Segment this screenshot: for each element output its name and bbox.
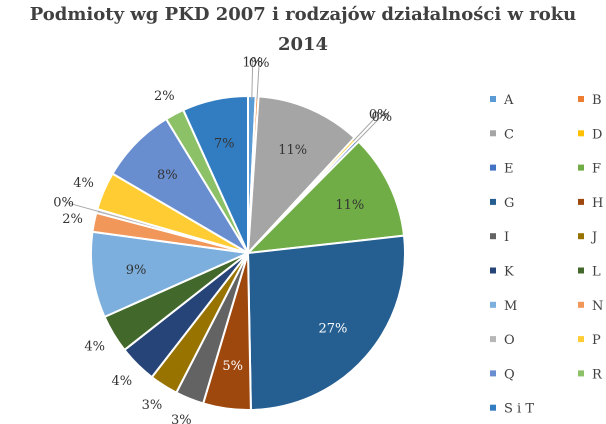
legend-swatch-i xyxy=(490,233,496,240)
leader-line-d xyxy=(353,113,380,142)
slice-label-m: 9% xyxy=(126,263,147,278)
pie-slices xyxy=(90,94,406,411)
legend-item-m: M xyxy=(490,299,517,314)
slice-label-k: 4% xyxy=(111,374,132,389)
legend-item-a: A xyxy=(490,93,514,108)
legend-item-l: L xyxy=(578,265,601,280)
chart-title-line-1: Podmioty wg PKD 2007 i rodzajów działaln… xyxy=(29,4,577,25)
legend-item-p: P xyxy=(578,333,601,348)
legend-item-e: E xyxy=(490,162,514,177)
legend-swatch-p xyxy=(578,336,584,343)
slice-label-q: 8% xyxy=(157,168,178,183)
legend-label-c: C xyxy=(504,127,514,142)
slice-label-e: 0% xyxy=(371,110,392,125)
legend: A B C D E F G H I J K L M N O P Q R S i T xyxy=(490,93,603,417)
legend-item-b: B xyxy=(578,93,602,108)
chart-title: Podmioty wg PKD 2007 i rodzajów działaln… xyxy=(0,0,606,60)
pie-slice-s-i-t xyxy=(181,94,249,254)
legend-label-m: M xyxy=(504,299,517,314)
legend-swatch-g xyxy=(490,198,496,205)
legend-swatch-h xyxy=(578,198,584,205)
legend-item-c: C xyxy=(490,127,514,142)
legend-label-s-i-t: S i T xyxy=(504,402,534,417)
slice-label-a: 1% xyxy=(242,56,263,71)
legend-swatch-q xyxy=(490,370,496,377)
legend-item-h: H xyxy=(578,196,603,211)
leader-line-e xyxy=(355,115,383,144)
chart-title-line-2: 2014 xyxy=(277,34,329,55)
slice-label-g: 27% xyxy=(318,322,347,337)
legend-item-r: R xyxy=(578,367,603,382)
legend-swatch-r xyxy=(578,370,584,377)
slice-label-d: 0% xyxy=(369,108,390,123)
legend-swatch-c xyxy=(490,130,496,137)
legend-item-g: G xyxy=(490,196,514,211)
legend-label-l: L xyxy=(592,265,601,280)
legend-item-q: Q xyxy=(490,367,515,382)
slice-label-c: 11% xyxy=(278,143,307,158)
legend-item-d: D xyxy=(578,127,602,142)
legend-label-o: O xyxy=(504,333,515,348)
leader-line-b xyxy=(256,61,260,100)
slice-labels: 1%0%11%0%0%11%27%5%3%3%4%4%9%2%0%4%8%2%7… xyxy=(53,56,392,424)
legend-swatch-k xyxy=(490,267,496,274)
legend-label-e: E xyxy=(504,162,514,177)
legend-label-d: D xyxy=(592,127,602,142)
slice-label-n: 2% xyxy=(62,212,83,227)
leader-lines xyxy=(63,61,383,213)
slice-label-p: 4% xyxy=(73,176,94,191)
legend-label-n: N xyxy=(592,299,603,314)
legend-item-s-i-t: S i T xyxy=(490,402,534,417)
leader-line-o xyxy=(63,201,100,213)
legend-swatch-n xyxy=(578,301,584,308)
slice-label-i: 3% xyxy=(171,413,192,424)
legend-label-f: F xyxy=(592,162,601,177)
slice-label-h: 5% xyxy=(222,359,243,374)
slice-label-b: 0% xyxy=(249,56,270,71)
legend-swatch-s-i-t xyxy=(490,404,496,411)
legend-label-i: I xyxy=(504,230,509,245)
legend-swatch-l xyxy=(578,267,584,274)
slice-label-l: 4% xyxy=(84,339,105,354)
slice-label-r: 2% xyxy=(154,89,175,104)
legend-item-f: F xyxy=(578,162,601,177)
legend-swatch-d xyxy=(578,130,584,137)
legend-label-p: P xyxy=(592,333,601,348)
legend-item-o: O xyxy=(490,333,515,348)
pie-slice-f xyxy=(245,140,406,255)
legend-label-b: B xyxy=(592,93,602,108)
legend-label-r: R xyxy=(592,367,603,382)
pie-slice-g xyxy=(246,234,406,411)
legend-swatch-o xyxy=(490,336,496,343)
legend-label-a: A xyxy=(503,93,514,108)
legend-swatch-b xyxy=(578,96,584,102)
legend-label-q: Q xyxy=(504,367,515,382)
legend-label-k: K xyxy=(504,265,514,280)
leader-line-a xyxy=(251,61,254,100)
legend-item-j: J xyxy=(578,230,597,245)
slice-label-s-i-t: 7% xyxy=(214,137,235,152)
legend-item-i: I xyxy=(490,230,509,245)
legend-swatch-j xyxy=(578,233,584,240)
slice-label-j: 3% xyxy=(142,398,163,413)
pie-slice-m xyxy=(90,230,252,319)
slice-label-o: 0% xyxy=(53,196,74,211)
legend-swatch-e xyxy=(490,164,496,171)
legend-item-n: N xyxy=(578,299,603,314)
legend-swatch-a xyxy=(490,96,496,102)
legend-label-g: G xyxy=(504,196,514,211)
legend-label-j: J xyxy=(590,230,597,245)
legend-item-k: K xyxy=(490,265,514,280)
legend-swatch-f xyxy=(578,164,584,171)
slice-label-f: 11% xyxy=(335,198,364,213)
legend-label-h: H xyxy=(592,196,603,211)
pie-slice-c xyxy=(246,95,356,256)
legend-swatch-m xyxy=(490,301,496,308)
